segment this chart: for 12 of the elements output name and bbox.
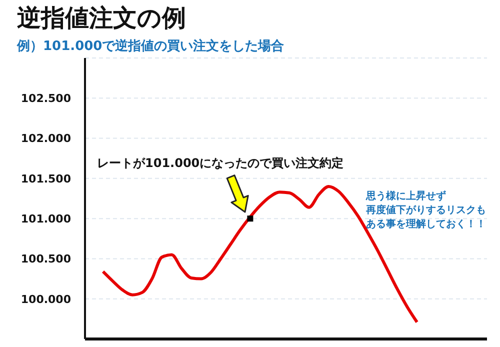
- annotation: レートが101.000になったので買い注文約定: [97, 155, 344, 172]
- y-tick-label: 100.000: [20, 292, 72, 306]
- annotation: ある事を理解しておく！！: [366, 218, 486, 232]
- y-tick-label: 102.000: [20, 132, 72, 146]
- annotation: 思う様に上昇せず: [366, 190, 446, 204]
- y-tick-label: 101.500: [20, 172, 72, 186]
- y-tick-label: 101.000: [20, 212, 72, 226]
- y-tick-label: 100.500: [20, 252, 72, 266]
- y-tick-label: 102.500: [20, 92, 72, 106]
- annotation: 再度値下がりするリスクも: [366, 204, 486, 218]
- chart-subtitle: 例）101.000で逆指値の買い注文をした場合: [17, 38, 284, 55]
- chart-title: 逆指値注文の例: [17, 3, 186, 34]
